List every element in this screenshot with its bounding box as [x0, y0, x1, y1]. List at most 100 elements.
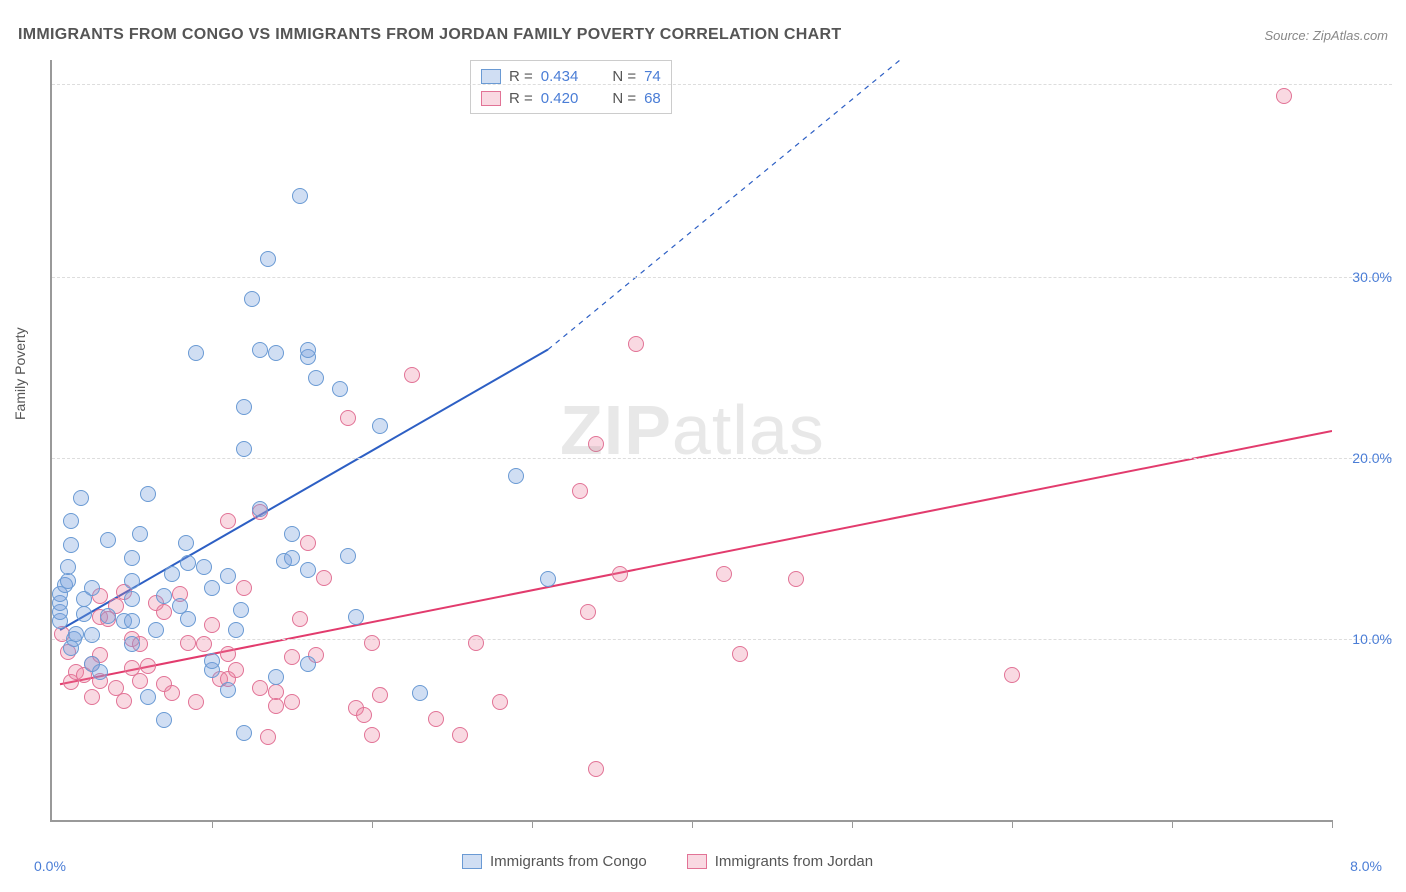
- jordan-point: [236, 580, 252, 596]
- jordan-point: [732, 646, 748, 662]
- congo-point: [140, 486, 156, 502]
- jordan-point: [716, 566, 732, 582]
- congo-point: [348, 609, 364, 625]
- congo-point: [180, 555, 196, 571]
- gridline: [52, 458, 1392, 459]
- jordan-point: [316, 570, 332, 586]
- congo-point: [124, 591, 140, 607]
- y-axis-label: Family Poverty: [12, 327, 28, 420]
- congo-point: [372, 418, 388, 434]
- gridline: [52, 84, 1392, 85]
- jordan-point: [204, 617, 220, 633]
- jordan-point: [196, 636, 212, 652]
- congo-point: [292, 188, 308, 204]
- stats-legend: R =0.434N =74R =0.420N =68: [470, 60, 672, 114]
- x-tick-label-left: 0.0%: [34, 858, 66, 874]
- x-tick: [532, 820, 533, 828]
- legend-n-value: 68: [644, 90, 661, 107]
- jordan-point: [612, 566, 628, 582]
- congo-point: [180, 611, 196, 627]
- jordan-point: [284, 694, 300, 710]
- jordan-point: [340, 410, 356, 426]
- congo-point: [540, 571, 556, 587]
- congo-point: [100, 608, 116, 624]
- congo-point: [204, 580, 220, 596]
- congo-point: [268, 669, 284, 685]
- legend-stat-row: R =0.420N =68: [481, 87, 661, 109]
- jordan-point: [580, 604, 596, 620]
- x-tick: [692, 820, 693, 828]
- series-legend-item: Immigrants from Jordan: [687, 853, 873, 870]
- jordan-point: [1276, 88, 1292, 104]
- x-tick: [1332, 820, 1333, 828]
- congo-point: [236, 399, 252, 415]
- x-tick: [1172, 820, 1173, 828]
- jordan-point: [588, 436, 604, 452]
- congo-point: [124, 636, 140, 652]
- congo-point: [63, 537, 79, 553]
- congo-point: [300, 342, 316, 358]
- congo-point: [300, 656, 316, 672]
- congo-point: [284, 550, 300, 566]
- congo-point: [332, 381, 348, 397]
- congo-point: [252, 501, 268, 517]
- jordan-point: [428, 711, 444, 727]
- jordan-point: [268, 698, 284, 714]
- congo-point: [196, 559, 212, 575]
- x-tick: [852, 820, 853, 828]
- series-legend-item: Immigrants from Congo: [462, 853, 647, 870]
- jordan-point: [228, 662, 244, 678]
- congo-point: [508, 468, 524, 484]
- series-legend-label: Immigrants from Congo: [490, 853, 647, 870]
- jordan-point: [180, 635, 196, 651]
- jordan-point: [364, 635, 380, 651]
- congo-point: [204, 653, 220, 669]
- jordan-point: [492, 694, 508, 710]
- congo-point: [68, 626, 84, 642]
- congo-point: [284, 526, 300, 542]
- jordan-point: [132, 673, 148, 689]
- legend-n-label: N =: [612, 90, 636, 107]
- legend-swatch: [481, 91, 501, 106]
- congo-point: [164, 566, 180, 582]
- congo-point: [236, 441, 252, 457]
- congo-point: [124, 613, 140, 629]
- jordan-point: [588, 761, 604, 777]
- congo-point: [140, 689, 156, 705]
- jordan-point: [364, 727, 380, 743]
- congo-point: [156, 588, 172, 604]
- series-legend-label: Immigrants from Jordan: [715, 853, 873, 870]
- legend-r-label: R =: [509, 68, 533, 85]
- legend-swatch: [462, 854, 482, 869]
- congo-point: [228, 622, 244, 638]
- jordan-point: [284, 649, 300, 665]
- jordan-point: [628, 336, 644, 352]
- y-tick-label: 30.0%: [1352, 269, 1392, 285]
- jordan-point: [156, 604, 172, 620]
- congo-point: [124, 573, 140, 589]
- jordan-point: [260, 729, 276, 745]
- jordan-point: [116, 693, 132, 709]
- x-tick: [212, 820, 213, 828]
- x-tick: [372, 820, 373, 828]
- legend-r-value: 0.434: [541, 68, 579, 85]
- congo-point: [188, 345, 204, 361]
- congo-point: [220, 568, 236, 584]
- plot-area: R =0.434N =74R =0.420N =68 10.0%20.0%30.…: [50, 60, 1332, 822]
- congo-point: [148, 622, 164, 638]
- chart-title: IMMIGRANTS FROM CONGO VS IMMIGRANTS FROM…: [18, 26, 841, 44]
- jordan-point: [468, 635, 484, 651]
- congo-point: [76, 606, 92, 622]
- jordan-point: [356, 707, 372, 723]
- congo-point: [260, 251, 276, 267]
- jordan-point: [372, 687, 388, 703]
- congo-point: [63, 513, 79, 529]
- gridline: [52, 277, 1392, 278]
- source-attribution: Source: ZipAtlas.com: [1264, 28, 1388, 43]
- trend-lines: [52, 60, 1332, 820]
- congo-point: [178, 535, 194, 551]
- jordan-point: [404, 367, 420, 383]
- legend-r-label: R =: [509, 90, 533, 107]
- congo-point: [308, 370, 324, 386]
- series-legend: Immigrants from Congo Immigrants from Jor…: [462, 853, 873, 870]
